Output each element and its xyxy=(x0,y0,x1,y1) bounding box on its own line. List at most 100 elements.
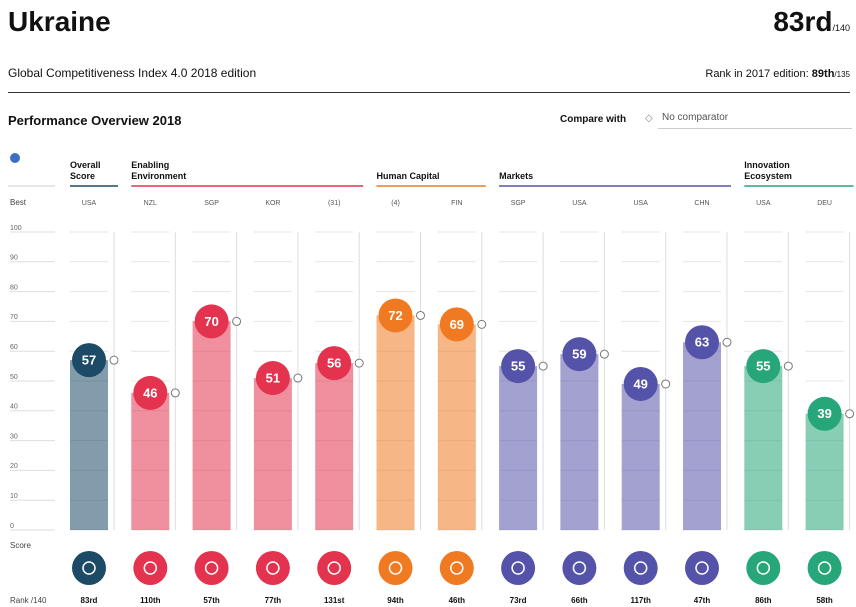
value-marker xyxy=(661,379,671,389)
group-name: Innovation Ecosystem xyxy=(744,160,792,181)
value-bubble xyxy=(72,343,106,378)
rank: 46th xyxy=(449,596,466,605)
prev-rank-of: /135 xyxy=(834,70,850,79)
best-economy: FIN xyxy=(451,200,462,207)
best-economy: SGP xyxy=(204,200,219,207)
y-tick-label: 70 xyxy=(10,314,18,321)
bar xyxy=(499,366,538,530)
compare-label: Compare with xyxy=(560,114,627,125)
best-economy: USA xyxy=(756,200,771,207)
best-economy: SGP xyxy=(511,200,526,207)
info-icon[interactable] xyxy=(10,153,20,163)
overall-rank: 83rd/140 xyxy=(773,6,850,38)
value-bubble xyxy=(501,349,536,384)
rank-label: Rank /140 xyxy=(10,596,47,605)
rank: 77th xyxy=(265,596,282,605)
rank: 83rd xyxy=(773,6,833,37)
pillar-icon xyxy=(255,551,290,585)
rank: 110th xyxy=(140,596,161,605)
pillar-icon xyxy=(685,551,719,585)
y-tick-label: 30 xyxy=(10,433,18,440)
best-economy: (31) xyxy=(328,200,340,207)
compare-diamond: ◇ xyxy=(645,113,653,124)
best-economy: CHN xyxy=(694,200,709,207)
pillar-icon-glyph xyxy=(572,561,587,575)
group-name: Enabling Environment xyxy=(131,160,187,181)
prev-rank-value: 89th xyxy=(811,68,835,80)
value-label: 72 xyxy=(388,308,402,323)
pillar-icon xyxy=(562,551,597,585)
section-title: Performance Overview 2018 xyxy=(8,113,182,128)
value-label: 69 xyxy=(450,317,464,332)
value-label: 63 xyxy=(695,335,709,350)
value-label: 55 xyxy=(511,359,525,374)
rank: 86th xyxy=(755,596,772,605)
rank: 47th xyxy=(694,596,711,605)
pillar-icon xyxy=(133,551,168,585)
best-economy: (4) xyxy=(391,200,400,207)
value-label: 70 xyxy=(204,314,218,329)
header-rule xyxy=(8,92,850,93)
value-label: 49 xyxy=(633,376,647,391)
value-bubble xyxy=(562,337,597,372)
y-tick-label: 10 xyxy=(10,493,18,500)
value-marker xyxy=(232,316,242,326)
pillar-icon-glyph xyxy=(756,561,771,575)
y-tick-label: 90 xyxy=(10,255,18,262)
value-bubble xyxy=(685,325,719,360)
rank: 58th xyxy=(816,596,833,605)
value-marker xyxy=(845,409,855,419)
value-label: 59 xyxy=(572,347,586,362)
best-economy: USA xyxy=(572,200,587,207)
value-bubble xyxy=(746,349,781,384)
pillar-icon-glyph xyxy=(204,561,219,575)
compare-select[interactable]: No comparator xyxy=(658,112,852,129)
bar xyxy=(744,366,783,530)
pillar-icon-glyph xyxy=(327,561,341,575)
y-tick-label: 0 xyxy=(10,523,14,530)
bar xyxy=(621,383,660,530)
bar xyxy=(683,342,721,530)
y-tick-label: 80 xyxy=(10,284,18,291)
score-label: Score xyxy=(10,541,31,550)
value-label: 57 xyxy=(82,353,96,368)
bar xyxy=(70,360,108,530)
y-tick-label: 20 xyxy=(10,463,18,470)
pillar-icon xyxy=(378,551,413,585)
bar xyxy=(315,363,354,530)
group-name: Markets xyxy=(499,171,534,181)
pillar-icon-glyph xyxy=(633,561,648,575)
y-tick-label: 40 xyxy=(10,404,18,411)
value-label: 39 xyxy=(817,406,831,421)
rank: 66th xyxy=(571,596,588,605)
rank-of: /140 xyxy=(832,23,850,33)
group-name: Overall Score xyxy=(70,160,101,181)
value-marker xyxy=(293,373,303,383)
rank: 57th xyxy=(203,596,220,605)
value-bubble xyxy=(194,304,229,339)
value-marker xyxy=(722,337,732,347)
rank: 73rd xyxy=(510,596,527,605)
pillar-icon-glyph xyxy=(817,561,832,575)
rank: 83rd xyxy=(81,596,98,605)
value-marker xyxy=(109,355,119,365)
value-bubble xyxy=(133,375,168,410)
y-tick-label: 50 xyxy=(10,374,18,381)
value-marker xyxy=(477,319,487,329)
prev-rank: Rank in 2017 edition: 89th/135 xyxy=(705,68,850,80)
value-bubble xyxy=(317,346,352,381)
value-label: 55 xyxy=(756,359,770,374)
y-tick-label: 100 xyxy=(10,225,22,232)
pillar-icon-glyph xyxy=(143,561,158,575)
best-economy: USA xyxy=(633,200,648,207)
country-title: Ukraine xyxy=(8,6,111,37)
value-bubble xyxy=(255,361,290,396)
best-economy: NZL xyxy=(144,200,157,207)
value-marker xyxy=(170,388,180,398)
pillar-icon xyxy=(501,551,536,585)
bar xyxy=(437,324,476,530)
rank: 117th xyxy=(630,596,651,605)
value-marker xyxy=(416,310,425,320)
best-economy: KOR xyxy=(265,200,280,207)
